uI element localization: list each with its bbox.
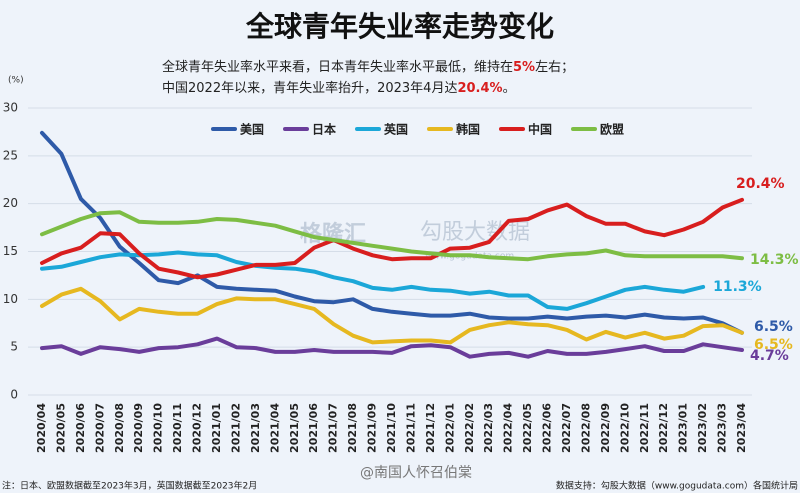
value-label: 6.5% bbox=[754, 337, 793, 353]
x-tick-label: 2021/03 bbox=[249, 403, 262, 453]
x-tick-label: 2022/12 bbox=[657, 403, 670, 453]
series-line bbox=[40, 286, 744, 345]
x-tick-label: 2020/05 bbox=[54, 403, 67, 453]
x-tick-label: 2020/10 bbox=[152, 403, 165, 453]
x-tick-label: 2022/01 bbox=[443, 403, 456, 453]
x-tick-label: 2021/05 bbox=[288, 403, 301, 453]
value-label: 20.4% bbox=[736, 176, 785, 192]
x-tick-label: 2022/09 bbox=[599, 403, 612, 453]
value-label: 14.3% bbox=[750, 252, 799, 268]
x-tick-label: 2023/02 bbox=[696, 403, 709, 453]
x-tick-label: 2021/11 bbox=[404, 403, 417, 453]
subtitle-part: 全球青年失业率水平来看，日本青年失业率水平最低，维持在 bbox=[162, 59, 513, 75]
legend-label: 中国 bbox=[528, 122, 552, 137]
legend-label: 英国 bbox=[384, 122, 408, 137]
y-unit: (%) bbox=[8, 76, 24, 86]
x-tick-label: 2021/01 bbox=[210, 403, 223, 453]
legend-label: 日本 bbox=[312, 122, 336, 137]
y-tick-label: 10 bbox=[3, 292, 18, 306]
x-tick-label: 2021/12 bbox=[424, 403, 437, 453]
y-tick-label: 20 bbox=[3, 196, 18, 210]
watermark: @南国人怀召伯棠 bbox=[360, 465, 472, 481]
x-tick-label: 2022/06 bbox=[541, 403, 554, 453]
series-line bbox=[40, 250, 706, 311]
series-line bbox=[40, 130, 744, 335]
x-tick-label: 2021/08 bbox=[346, 403, 359, 453]
x-tick-label: 2023/01 bbox=[677, 403, 690, 453]
y-tick-label: 30 bbox=[3, 101, 18, 115]
legend-label: 欧盟 bbox=[600, 122, 624, 137]
x-tick-label: 2020/06 bbox=[74, 403, 87, 453]
source: 数据支持：勾股大数据（www.gogudata.com）各国统计局 bbox=[556, 480, 798, 492]
y-tick-label: 0 bbox=[10, 388, 18, 402]
x-tick-label: 2020/11 bbox=[171, 403, 184, 453]
x-tick-label: 2021/10 bbox=[385, 403, 398, 453]
y-tick-label: 15 bbox=[3, 244, 18, 258]
x-tick-label: 2021/09 bbox=[366, 403, 379, 453]
watermark: 勾股大数据 bbox=[420, 220, 530, 245]
subtitle-highlight: 5% bbox=[513, 60, 535, 75]
subtitle-highlight: 20.4% bbox=[457, 81, 502, 96]
x-tick-label: 2022/03 bbox=[482, 403, 495, 453]
subtitle: 全球青年失业率水平来看，日本青年失业率水平最低，维持在5%左右； bbox=[162, 59, 574, 75]
legend-label: 美国 bbox=[240, 122, 264, 137]
x-tick-label: 2022/08 bbox=[579, 403, 592, 453]
x-tick-label: 2021/02 bbox=[229, 403, 242, 453]
series-line bbox=[40, 336, 744, 359]
x-tick-label: 2022/02 bbox=[463, 403, 476, 453]
x-tick-label: 2020/09 bbox=[132, 403, 145, 453]
x-tick-label: 2022/11 bbox=[638, 403, 651, 453]
value-label: 11.3% bbox=[713, 279, 762, 295]
x-tick-label: 2020/04 bbox=[35, 403, 48, 453]
x-tick-label: 2022/05 bbox=[521, 403, 534, 453]
chart-title: 全球青年失业率走势变化 bbox=[245, 10, 554, 43]
value-label: 6.5% bbox=[754, 319, 793, 335]
note: 注：日本、欧盟数据截至2023年3月，英国数据截至2023年2月 bbox=[2, 480, 257, 492]
x-tick-label: 2022/07 bbox=[560, 403, 573, 453]
x-tick-label: 2021/04 bbox=[268, 403, 281, 453]
x-tick-label: 2022/10 bbox=[618, 403, 631, 453]
x-tick-label: 2020/12 bbox=[191, 403, 204, 453]
x-tick-label: 2023/03 bbox=[716, 403, 729, 453]
x-tick-label: 2021/06 bbox=[307, 403, 320, 453]
series-line bbox=[40, 197, 744, 280]
series-line bbox=[40, 210, 744, 262]
x-tick-label: 2022/04 bbox=[502, 403, 515, 453]
subtitle-part: 。 bbox=[503, 81, 516, 96]
subtitle: 中国2022年以来，青年失业率抬升，2023年4月达20.4%。 bbox=[162, 80, 516, 96]
y-tick-label: 25 bbox=[3, 148, 18, 162]
y-tick-label: 5 bbox=[10, 340, 18, 354]
subtitle-part: 中国2022年以来，青年失业率抬升，2023年4月达 bbox=[162, 80, 457, 96]
subtitle-part: 左右； bbox=[535, 60, 574, 75]
x-tick-label: 2020/08 bbox=[113, 403, 126, 453]
value-label: 4.7% bbox=[750, 348, 789, 364]
x-tick-label: 2020/07 bbox=[93, 403, 106, 453]
legend-label: 韩国 bbox=[456, 122, 480, 137]
x-tick-label: 2021/07 bbox=[327, 403, 340, 453]
x-tick-label: 2023/04 bbox=[735, 403, 748, 453]
